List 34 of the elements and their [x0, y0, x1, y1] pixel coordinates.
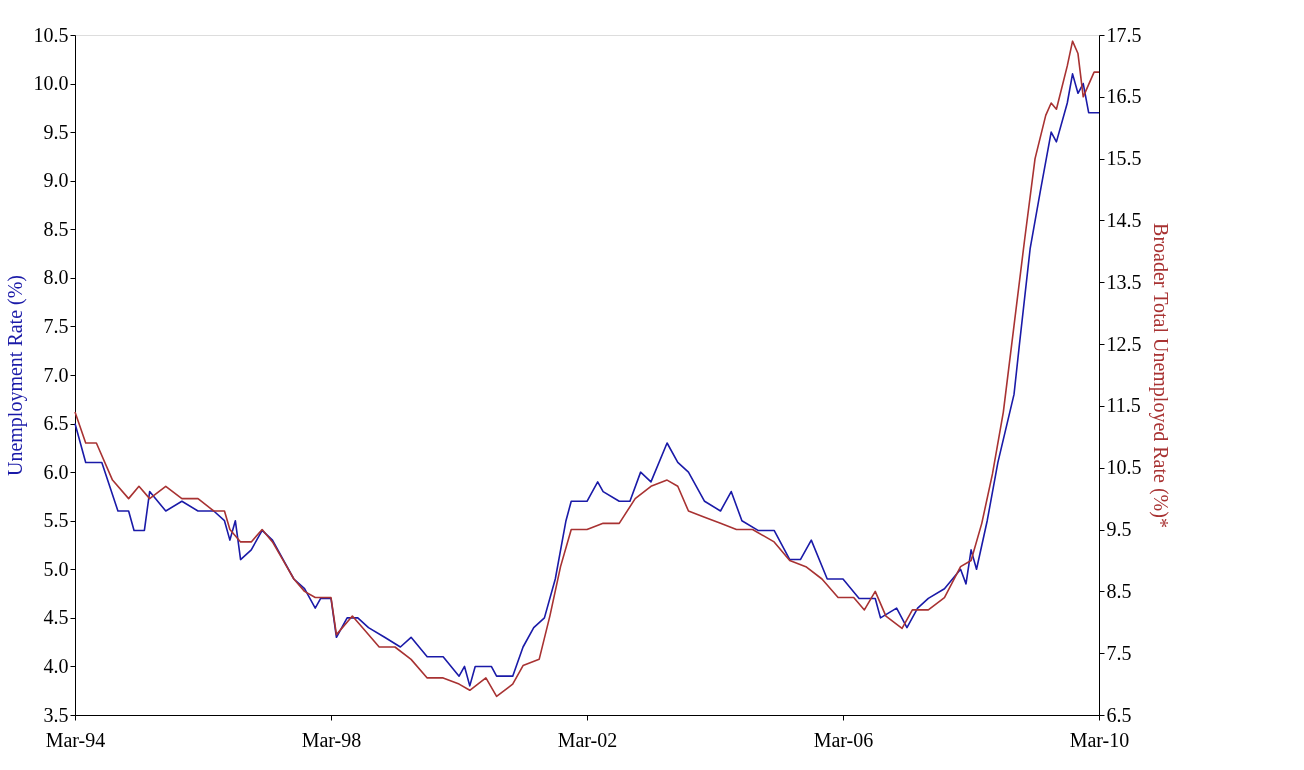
y2-tick-label: 7.5: [1106, 641, 1132, 664]
x-tick-label: Mar-94: [45, 728, 106, 751]
y2-tick-label: 11.5: [1106, 394, 1141, 417]
y-tick-label: 4.0: [43, 654, 69, 677]
x-tick-label: Mar-02: [557, 728, 618, 751]
y-tick-label: 7.0: [43, 363, 69, 386]
y2-tick-label: 16.5: [1106, 85, 1142, 108]
y2-tick-label: 10.5: [1106, 456, 1142, 479]
y-tick-label: 6.0: [43, 460, 69, 483]
y-tick-label: 9.0: [43, 169, 69, 192]
y2-tick-label: 12.5: [1106, 332, 1142, 355]
x-tick-label: Mar-06: [813, 728, 874, 751]
x-tick-label: Mar-98: [301, 728, 362, 751]
y-tick-label: 8.0: [43, 266, 69, 289]
y-tick-label: 5.0: [43, 557, 69, 580]
x-tick-label: Mar-10: [1069, 728, 1130, 751]
y-tick-label: 7.5: [43, 314, 69, 337]
y-tick-label: 10.5: [33, 23, 69, 46]
y2-tick-label: 15.5: [1106, 147, 1142, 170]
y-tick-label: 3.5: [43, 703, 69, 726]
y2-axis-title: Broader Total Unemployed Rate (%)*: [1148, 223, 1172, 528]
y2-tick-label: 8.5: [1106, 579, 1132, 602]
y-tick-label: 5.5: [43, 509, 69, 532]
y2-tick-label: 14.5: [1106, 208, 1142, 231]
y2-tick-label: 13.5: [1106, 270, 1142, 293]
y-tick-label: 10.0: [33, 72, 69, 95]
y2-tick-label: 6.5: [1106, 703, 1132, 726]
y-tick-label: 4.5: [43, 606, 69, 629]
y2-tick-label: 9.5: [1106, 518, 1132, 541]
y-tick-label: 8.5: [43, 217, 69, 240]
y-tick-label: 9.5: [43, 120, 69, 143]
y2-tick-label: 17.5: [1106, 23, 1142, 46]
y-tick-label: 6.5: [43, 412, 69, 435]
y-axis-title: Unemployment Rate (%): [3, 274, 27, 477]
